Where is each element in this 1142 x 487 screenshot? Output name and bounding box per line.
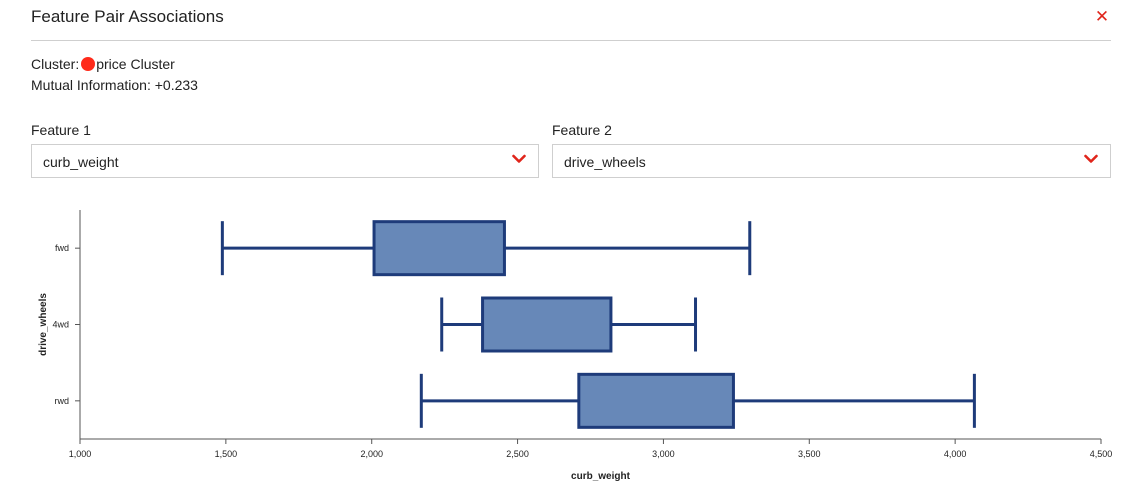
y-tick-label: fwd — [55, 243, 69, 253]
mi-value: +0.233 — [154, 77, 198, 93]
feature2-value: drive_wheels — [564, 154, 646, 170]
x-tick-label: 4,500 — [1090, 449, 1113, 459]
x-tick-label: 3,000 — [652, 449, 675, 459]
feature1-select[interactable]: curb_weight — [31, 144, 539, 178]
x-axis-title: curb_weight — [571, 471, 631, 482]
x-tick-label: 1,000 — [69, 449, 92, 459]
cluster-color-dot — [81, 57, 96, 71]
x-tick-label: 4,000 — [944, 449, 967, 459]
cluster-label: Cluster: — [31, 56, 80, 72]
x-tick-label: 3,500 — [798, 449, 821, 459]
mutual-information-info: Mutual Information: +0.233 — [31, 77, 198, 93]
box-rwd-iqr — [577, 372, 735, 429]
feature1-value: curb_weight — [43, 154, 119, 170]
cluster-name: price Cluster — [96, 56, 175, 72]
y-tick-label: 4wd — [52, 320, 69, 330]
feature1-label: Feature 1 — [31, 122, 91, 138]
box-4wd-iqr — [481, 296, 613, 353]
feature2-select[interactable]: drive_wheels — [552, 144, 1111, 178]
x-tick-label: 1,500 — [215, 449, 238, 459]
x-tick-label: 2,500 — [506, 449, 529, 459]
mi-label: Mutual Information: — [31, 77, 151, 93]
chevron-down-icon — [512, 154, 526, 163]
y-tick-label: rwd — [54, 396, 69, 406]
close-icon[interactable]: ✕ — [1094, 7, 1110, 26]
box-fwd-iqr — [372, 220, 506, 277]
dialog-title: Feature Pair Associations — [31, 7, 224, 26]
feature2-label: Feature 2 — [552, 122, 612, 138]
y-axis-title: drive_wheels — [38, 293, 49, 356]
cluster-info: Cluster: price Cluster — [31, 56, 175, 72]
boxplot-chart: 1,000 1,500 2,000 2,500 3,000 3,500 4,000 4,500… — [38, 210, 1113, 482]
x-tick-label: 2,000 — [360, 449, 383, 459]
dialog-header: Feature Pair Associations ✕ — [31, 0, 1111, 41]
chevron-down-icon — [1084, 154, 1098, 163]
